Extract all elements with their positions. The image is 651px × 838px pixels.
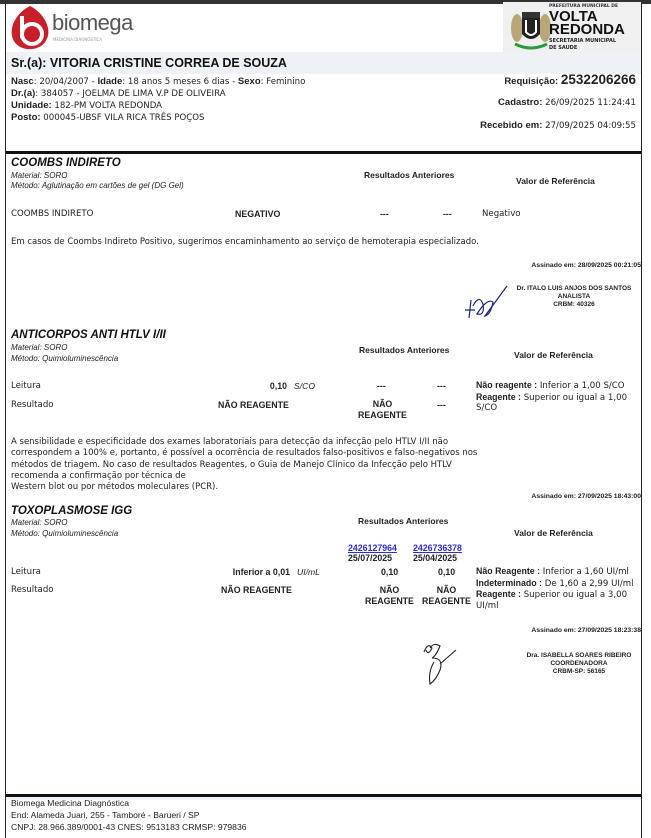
patient-info: Nasc: 20/04/2007 - Idade: 18 anos 5 mese…: [11, 76, 306, 123]
request-info: Requisição: 2532206266 Cadastro: 26/09/2…: [480, 72, 636, 131]
footer: Biomega Medicina Diagnóstica End: Alamed…: [11, 798, 247, 832]
result-value: NEGATIVO: [235, 209, 281, 219]
biomega-logo: biomega MEDICINA DIAGNÓSTICA: [8, 4, 140, 50]
reference-values: Não Reagente : Inferior a 1,60 UI/ml Ind…: [476, 566, 634, 611]
previous-result-link[interactable]: 2426736378: [413, 543, 462, 553]
footer-band: [6, 797, 641, 800]
signature-isabella: [423, 643, 457, 685]
patient-name-band: [6, 52, 641, 74]
signer-info: Dra. ISABELLA SOARES RIBEIRO COORDENADOR…: [526, 652, 632, 675]
reference-values: Não reagente : Inferior a 1,00 S/CO Reag…: [476, 380, 628, 413]
top-bar: [0, 0, 651, 4]
signature-italo: [465, 285, 508, 319]
signer-info: Dr. ITALO LUIS ANJOS DOS SANTOS ANALISTA…: [516, 285, 632, 308]
coat-of-arms-icon: [511, 12, 551, 50]
previous-result-link[interactable]: 2426127964: [348, 543, 397, 553]
page-border-right: [641, 4, 642, 838]
divider: [6, 151, 641, 154]
volta-redonda-logo: PREFEITURA MUNICIPAL DE VOLTA REDONDA SE…: [503, 2, 641, 53]
page-border-left: [5, 4, 6, 838]
biomega-drop-icon: [11, 6, 49, 50]
footer-divider: [6, 794, 641, 797]
patient-name: Sr.(a): VITORIA CRISTINE CORREA DE SOUZA: [11, 56, 287, 70]
requisition-number: 2532206266: [560, 72, 636, 87]
